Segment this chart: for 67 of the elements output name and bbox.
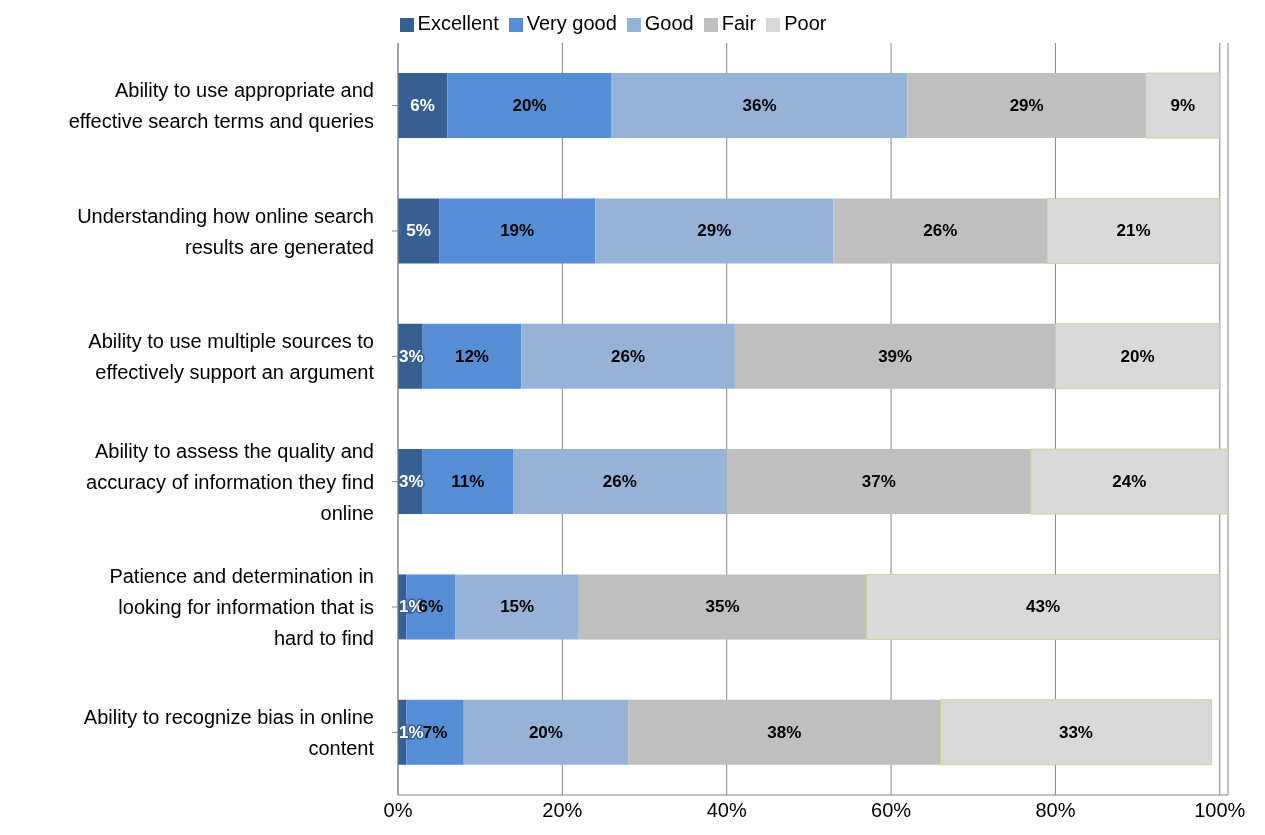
- legend-label: Poor: [784, 12, 827, 34]
- data-label: 26%: [923, 221, 958, 241]
- bar: [865, 573, 1221, 640]
- legend-label: Excellent: [417, 12, 499, 34]
- bar: [1054, 323, 1221, 390]
- data-label: 33%: [1058, 722, 1093, 742]
- bar: [455, 574, 579, 640]
- data-label: 37%: [861, 472, 896, 492]
- data-label: 20%: [512, 96, 547, 116]
- x-tick-label: 80%: [1035, 799, 1076, 822]
- bar: [595, 198, 834, 264]
- data-label: 19%: [500, 221, 535, 241]
- data-label: 24%: [1112, 472, 1147, 492]
- bar: [833, 198, 1048, 264]
- y-tick-label: Patience and determination in looking for information that is hard to find: [109, 565, 374, 649]
- data-label: 11%: [451, 472, 485, 492]
- data-label: 9%: [1170, 96, 1196, 116]
- data-label: 5%: [406, 221, 431, 241]
- y-tick-label: Understanding how online search results are generated: [77, 204, 374, 258]
- bar: [734, 323, 1056, 389]
- data-label: 15%: [500, 597, 535, 617]
- data-label: 39%: [878, 346, 913, 366]
- x-tick-label: 40%: [706, 799, 747, 822]
- bar: [439, 198, 596, 264]
- data-label: 20%: [1120, 346, 1155, 366]
- data-label: 29%: [697, 221, 732, 241]
- bar: [611, 73, 908, 139]
- x-tick-label: 0%: [383, 799, 413, 822]
- x-tick-label: 20%: [542, 799, 583, 822]
- bar: [939, 699, 1213, 766]
- y-tick-label: Ability to use appropriate and effective search terms and queries: [68, 79, 374, 133]
- bar: [513, 449, 727, 515]
- bar: [1030, 448, 1228, 515]
- data-label: 43%: [1026, 597, 1061, 617]
- bar: [578, 574, 867, 640]
- bar: [726, 449, 1031, 515]
- data-label: 35%: [705, 597, 740, 617]
- bar: [463, 699, 629, 765]
- bar: [422, 449, 514, 515]
- bar: [447, 73, 612, 139]
- data-label: 7%: [422, 722, 448, 742]
- x-tick-label: 100%: [1194, 799, 1246, 822]
- data-label: 1%: [399, 722, 424, 742]
- bar: [628, 699, 941, 765]
- y-tick-label: Ability to assess the quality and accuracy of information they find online: [86, 439, 374, 524]
- legend-label: Fair: [721, 12, 757, 34]
- data-label: 26%: [602, 472, 637, 492]
- data-label: 29%: [1009, 96, 1044, 116]
- data-label: 12%: [454, 346, 489, 366]
- y-tick-label: Ability to recognize bias in online content: [83, 705, 375, 759]
- y-tick-label: Ability to use multiple sources to effectively support an argument: [88, 329, 375, 383]
- data-label: 3%: [399, 346, 424, 366]
- bar: [1145, 72, 1221, 139]
- bar: [422, 323, 522, 389]
- legend-label: Very good: [526, 12, 617, 34]
- data-label: 21%: [1116, 221, 1151, 241]
- legend-label: Good: [644, 12, 694, 34]
- bar: [521, 323, 735, 389]
- data-label: 36%: [742, 96, 777, 116]
- bar: [1046, 197, 1221, 264]
- data-label: 20%: [528, 722, 563, 742]
- data-label: 38%: [767, 722, 802, 742]
- data-label: 3%: [399, 472, 424, 492]
- data-label: 6%: [410, 96, 435, 116]
- bar: [907, 73, 1146, 139]
- data-label: 26%: [611, 346, 646, 366]
- x-tick-label: 60%: [871, 799, 912, 822]
